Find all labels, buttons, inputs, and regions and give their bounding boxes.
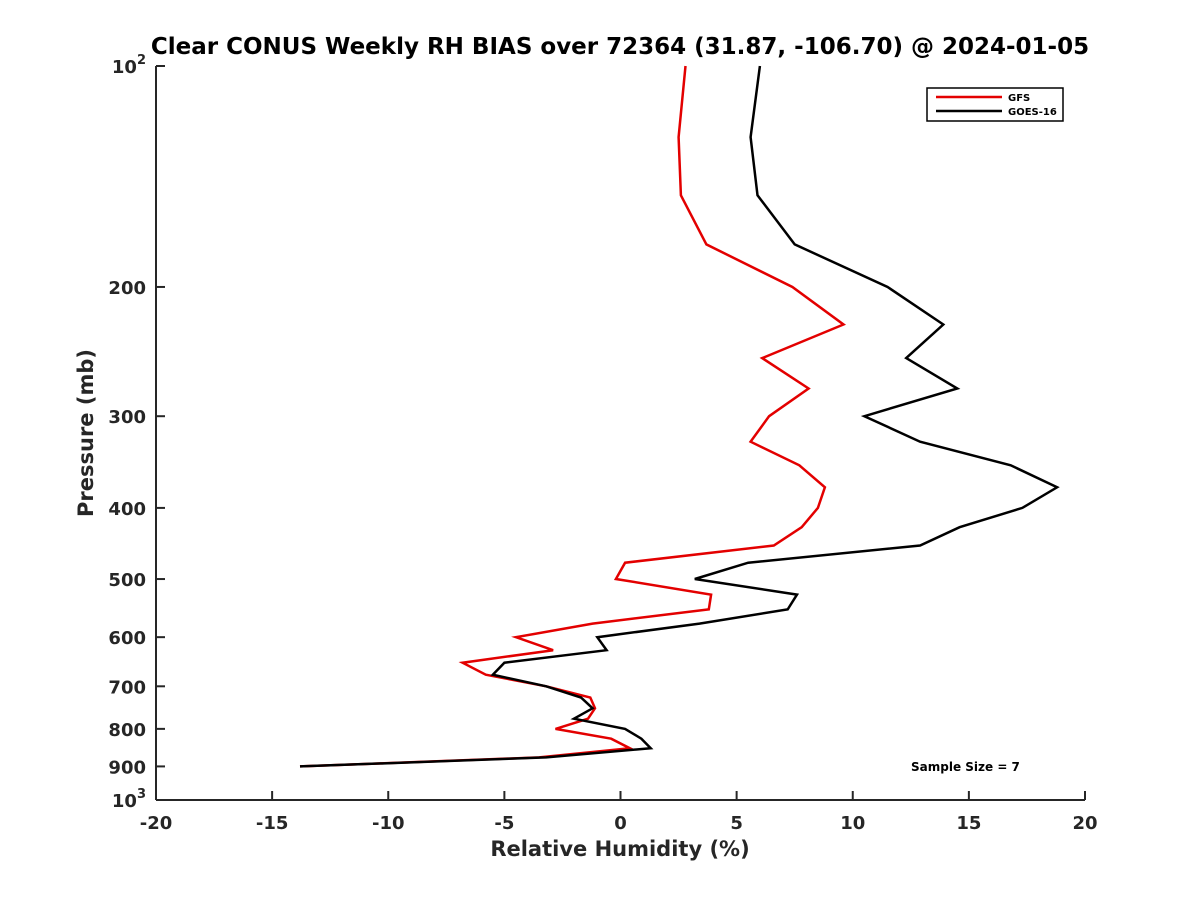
y-tick-label: 102 [112, 53, 146, 78]
y-tick-label: 400 [108, 499, 146, 520]
y-tick-label: 600 [108, 628, 146, 649]
series-line-gfs [299, 65, 847, 768]
x-tick-label: 10 [840, 813, 865, 834]
y-tick-label: 200 [108, 278, 146, 299]
y-axis-label: Pressure (mb) [74, 349, 98, 517]
y-tick-label: 700 [108, 677, 146, 698]
y-tick-label: 300 [108, 407, 146, 428]
x-tick-label: 5 [730, 813, 743, 834]
x-tick-label: 0 [614, 813, 627, 834]
y-tick-label: 900 [108, 757, 146, 778]
series-line-goes-16 [299, 65, 1060, 768]
legend-label-gfs: GFS [1008, 93, 1030, 104]
x-axis-label: Relative Humidity (%) [490, 837, 749, 861]
legend-label-goes16: GOES-16 [1008, 107, 1057, 118]
x-tick-label: -5 [494, 813, 514, 834]
sample-size-note: Sample Size = 7 [911, 760, 1020, 774]
x-tick-label: -15 [256, 813, 289, 834]
legend: GFS GOES-16 [926, 87, 1064, 122]
x-tick-label: -10 [372, 813, 405, 834]
x-tick-label: 15 [956, 813, 981, 834]
x-tick-label: 20 [1072, 813, 1097, 834]
series-layer [299, 65, 1060, 768]
y-tick-label: 500 [108, 570, 146, 591]
plot-area [155, 66, 1085, 801]
plot-background [156, 66, 1085, 800]
y-ticks: 102 200 300 400 500 600 700 800 900 103 [108, 53, 165, 812]
y-tick-label: 103 [112, 787, 146, 812]
x-tick-label: -20 [140, 813, 173, 834]
y-tick-label: 800 [108, 720, 146, 741]
chart-title: Clear CONUS Weekly RH BIAS over 72364 (3… [151, 34, 1089, 60]
legend-box [926, 87, 1064, 122]
x-ticks: -20 -15 -10 -5 0 5 10 15 20 [140, 791, 1098, 834]
